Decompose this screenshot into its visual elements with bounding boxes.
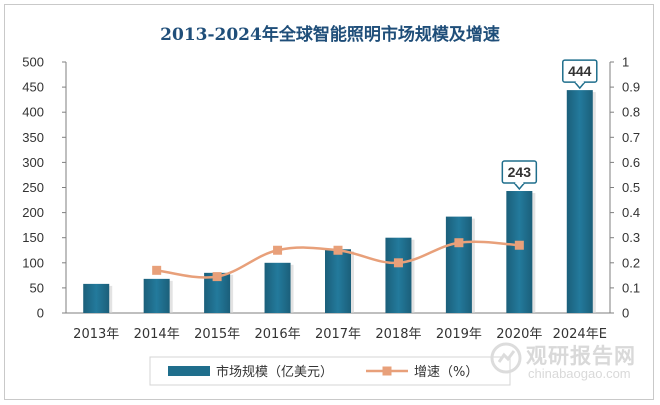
watermark-cn: 观研报告网: [526, 344, 636, 368]
watermark-en: chinabaogao.com: [528, 366, 631, 381]
y-right-tick-label: 0: [622, 306, 629, 321]
bar: [506, 191, 533, 313]
y-left-tick-label: 400: [22, 105, 44, 120]
bar: [445, 216, 472, 313]
y-left-tick-label: 450: [22, 80, 44, 95]
y-left-tick-label: 350: [22, 130, 44, 145]
y-right-tick-label: 0.5: [622, 180, 640, 195]
x-tick-label: 2024年E: [553, 327, 607, 342]
x-tick-label: 2016年: [255, 327, 301, 342]
y-right-tick-label: 0.4: [622, 205, 640, 220]
growth-point: [152, 265, 162, 275]
legend-swatch-bar: [168, 366, 210, 376]
y-right-tick-label: 0.2: [622, 255, 640, 270]
x-tick-label: 2013年: [73, 327, 119, 342]
y-left-tick-label: 500: [22, 55, 44, 70]
y-right-tick-label: 0.8: [622, 105, 640, 120]
watermark: 观研报告网 chinabaogao.com: [490, 338, 650, 386]
y-right-tick-label: 0.1: [622, 280, 640, 295]
x-tick-label: 2019年: [436, 327, 482, 342]
growth-point: [393, 258, 403, 268]
bar: [264, 262, 291, 313]
growth-point: [454, 238, 464, 248]
legend-swatch-marker: [382, 366, 392, 376]
data-label-text: 243: [508, 164, 532, 180]
y-left-tick-label: 50: [30, 280, 44, 295]
y-right-tick-label: 0.9: [622, 80, 640, 95]
y-left-tick-label: 100: [22, 255, 44, 270]
chart-frame: [4, 4, 654, 400]
legend-group: 市场规模（亿美元） 增速（%）: [149, 356, 511, 386]
growth-point: [273, 245, 283, 255]
x-tick-label: 2017年: [315, 327, 361, 342]
x-tick-label: 2018年: [375, 327, 421, 342]
y-right-tick-label: 0.6: [622, 155, 640, 170]
watermark-logo-icon: [490, 342, 522, 374]
bar: [325, 249, 351, 313]
bar: [143, 278, 170, 313]
y-right-tick-label: 0.7: [622, 130, 640, 145]
bars-group: [83, 90, 596, 313]
growth-point: [333, 245, 343, 255]
data-label-pointer: [574, 81, 586, 90]
axes-group: 0 50 100 150 200 250 300 350 400 450 500 0 0.1 0.2 0.3…: [22, 55, 640, 343]
bar: [566, 90, 593, 313]
data-labels-group: 243 444: [501, 59, 598, 191]
chart-title: 2013-2024年全球智能照明市场规模及增速: [160, 25, 500, 45]
growth-point: [514, 240, 524, 250]
x-tick-label: 2020年: [496, 327, 542, 342]
line-group: [152, 238, 524, 282]
x-tick-label: 2015年: [194, 327, 240, 342]
bar: [83, 283, 110, 313]
y-left-tick-label: 200: [22, 205, 44, 220]
x-tick-label: 2014年: [134, 327, 180, 342]
y-left-tick-label: 300: [22, 155, 44, 170]
y-right-tick-label: 0.3: [622, 230, 640, 245]
y-left-tick-label: 150: [22, 230, 44, 245]
y-left-tick-label: 0: [37, 306, 44, 321]
legend-label-bar: 市场规模（亿美元）: [216, 364, 333, 380]
data-label-pointer: [513, 182, 525, 191]
data-label-text: 444: [568, 63, 592, 79]
bar: [385, 237, 412, 313]
growth-point: [212, 272, 222, 282]
y-right-tick-label: 1: [622, 55, 629, 70]
legend-label-line: 增速（%）: [414, 365, 478, 380]
y-left-tick-label: 250: [22, 180, 44, 195]
